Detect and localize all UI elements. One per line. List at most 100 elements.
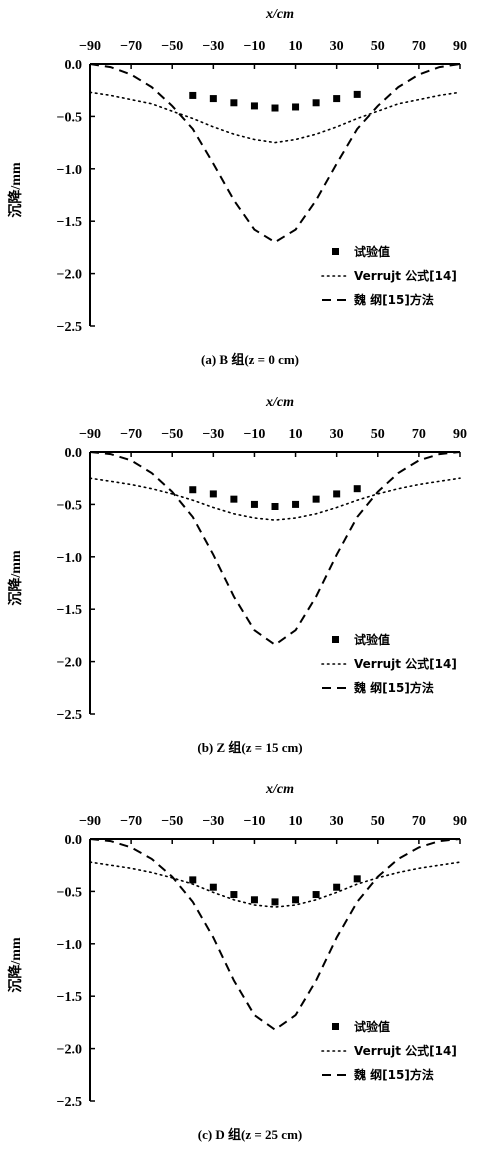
data-point-measured bbox=[292, 500, 300, 508]
x-tick-label: 50 bbox=[371, 427, 385, 442]
x-tick-label: −10 bbox=[243, 814, 265, 829]
data-point-measured bbox=[292, 896, 300, 904]
data-point-measured bbox=[312, 99, 320, 107]
data-point-measured bbox=[230, 891, 238, 899]
chart-caption: (b) Z 组(z = 15 cm) bbox=[197, 740, 302, 755]
y-tick-label: 0.0 bbox=[65, 58, 83, 73]
chart-panel-b: x/cm −90 −70 −50 −30 −10 10 30 50 70 90 0.0 −0.5 −1.0… bbox=[0, 388, 500, 773]
x-tick-label: 70 bbox=[412, 427, 426, 442]
y-tick-label: −2.5 bbox=[57, 320, 82, 335]
x-tick-label: −70 bbox=[120, 814, 142, 829]
x-tick-label: 90 bbox=[453, 427, 467, 442]
data-point-measured bbox=[292, 103, 300, 111]
legend-label: 试验值 bbox=[354, 1019, 390, 1034]
legend-label: 魏 纲[15]方法 bbox=[353, 680, 434, 695]
x-tick-label: −50 bbox=[161, 39, 183, 54]
x-tick-label: 30 bbox=[330, 814, 344, 829]
series-line-wei bbox=[89, 63, 461, 244]
x-tick-label: −10 bbox=[243, 427, 265, 442]
y-tick-label: 0.0 bbox=[65, 446, 83, 461]
y-tick-label: −2.0 bbox=[57, 1043, 82, 1058]
data-point-measured bbox=[333, 490, 341, 498]
y-tick-label: −2.0 bbox=[57, 656, 82, 671]
chart-caption: (c) D 组(z = 25 cm) bbox=[198, 1127, 303, 1142]
legend-marker-measured bbox=[332, 1023, 339, 1030]
data-point-measured bbox=[189, 486, 197, 494]
x-tick-label: 50 bbox=[371, 814, 385, 829]
data-point-measured bbox=[353, 875, 361, 883]
data-point-measured bbox=[353, 90, 361, 98]
x-tick-label: 10 bbox=[289, 814, 303, 829]
y-tick-label: −1.5 bbox=[57, 215, 82, 230]
data-point-measured bbox=[250, 102, 258, 110]
x-tick-label: −90 bbox=[79, 814, 101, 829]
x-tick-label: −30 bbox=[202, 427, 224, 442]
x-axis-title: x/cm bbox=[265, 395, 294, 410]
data-point-measured bbox=[189, 876, 197, 884]
legend-label: 魏 纲[15]方法 bbox=[353, 1067, 434, 1082]
legend-marker-measured bbox=[332, 248, 339, 255]
series-line-verrujt bbox=[89, 861, 461, 908]
x-tick-label: 70 bbox=[412, 814, 426, 829]
x-tick-label: −50 bbox=[161, 427, 183, 442]
y-tick-label: −2.0 bbox=[57, 268, 82, 283]
data-point-measured bbox=[353, 485, 361, 493]
y-tick-label: −2.5 bbox=[57, 708, 82, 723]
data-point-measured bbox=[312, 495, 320, 503]
data-point-measured bbox=[230, 495, 238, 503]
x-tick-label: 30 bbox=[330, 39, 344, 54]
y-tick-label: −1.0 bbox=[57, 938, 82, 953]
x-tick-label: 90 bbox=[453, 39, 467, 54]
data-point-measured bbox=[209, 883, 217, 891]
x-tick-label: 30 bbox=[330, 427, 344, 442]
y-tick-label: −1.5 bbox=[57, 990, 82, 1005]
x-tick-label: −30 bbox=[202, 39, 224, 54]
x-tick-label: 10 bbox=[289, 39, 303, 54]
chart-caption: (a) B 组(z = 0 cm) bbox=[201, 352, 299, 367]
x-tick-label: −70 bbox=[120, 427, 142, 442]
x-tick-label: −50 bbox=[161, 814, 183, 829]
x-tick-label: 70 bbox=[412, 39, 426, 54]
y-tick-label: −0.5 bbox=[57, 885, 82, 900]
data-point-measured bbox=[230, 99, 238, 107]
chart-panel-a: x/cm −90 −70 −50 −30 −10 10 30 50 70 90 0.0 −0.5 −1.0… bbox=[0, 0, 500, 385]
series-line-verrujt bbox=[89, 91, 461, 144]
series-line-wei bbox=[89, 838, 461, 1031]
data-point-measured bbox=[250, 896, 258, 904]
data-point-measured bbox=[271, 104, 279, 112]
y-tick-label: −0.5 bbox=[57, 110, 82, 125]
x-axis-title: x/cm bbox=[265, 782, 294, 797]
legend-label: 魏 纲[15]方法 bbox=[353, 292, 434, 307]
data-point-measured bbox=[250, 500, 258, 508]
chart-svg: x/cm −90 −70 −50 −30 −10 10 30 50 70 90 0.0 −0.5 −1.0… bbox=[7, 7, 467, 367]
y-tick-label: 0.0 bbox=[65, 833, 83, 848]
legend-label: Verrujt 公式[14] bbox=[354, 268, 457, 283]
legend-label: 试验值 bbox=[354, 632, 390, 647]
x-tick-label: −90 bbox=[79, 39, 101, 54]
legend-label: Verrujt 公式[14] bbox=[354, 656, 457, 671]
y-axis-title: 沉降/mm bbox=[7, 550, 24, 606]
y-axis-title: 沉降/mm bbox=[7, 937, 24, 993]
chart-svg: x/cm −90 −70 −50 −30 −10 10 30 50 70 90 0.0 −0.5 −1.0… bbox=[7, 782, 467, 1142]
data-point-measured bbox=[271, 502, 279, 510]
y-tick-label: −1.5 bbox=[57, 603, 82, 618]
y-tick-label: −2.5 bbox=[57, 1095, 82, 1110]
data-point-measured bbox=[333, 883, 341, 891]
chart-svg: x/cm −90 −70 −50 −30 −10 10 30 50 70 90 0.0 −0.5 −1.0… bbox=[7, 395, 467, 755]
data-point-measured bbox=[333, 95, 341, 103]
legend-label: Verrujt 公式[14] bbox=[354, 1043, 457, 1058]
y-tick-label: −0.5 bbox=[57, 498, 82, 513]
x-tick-label: −10 bbox=[243, 39, 265, 54]
data-point-measured bbox=[209, 490, 217, 498]
x-tick-label: 10 bbox=[289, 427, 303, 442]
x-tick-label: −70 bbox=[120, 39, 142, 54]
x-tick-label: −30 bbox=[202, 814, 224, 829]
y-tick-label: −1.0 bbox=[57, 551, 82, 566]
chart-panel-c: x/cm −90 −70 −50 −30 −10 10 30 50 70 90 0.0 −0.5 −1.0… bbox=[0, 775, 500, 1160]
x-axis-title: x/cm bbox=[265, 7, 294, 22]
y-axis-title: 沉降/mm bbox=[7, 162, 24, 218]
data-point-measured bbox=[271, 898, 279, 906]
data-point-measured bbox=[209, 95, 217, 103]
data-point-measured bbox=[189, 91, 197, 99]
series-line-wei bbox=[89, 451, 461, 647]
